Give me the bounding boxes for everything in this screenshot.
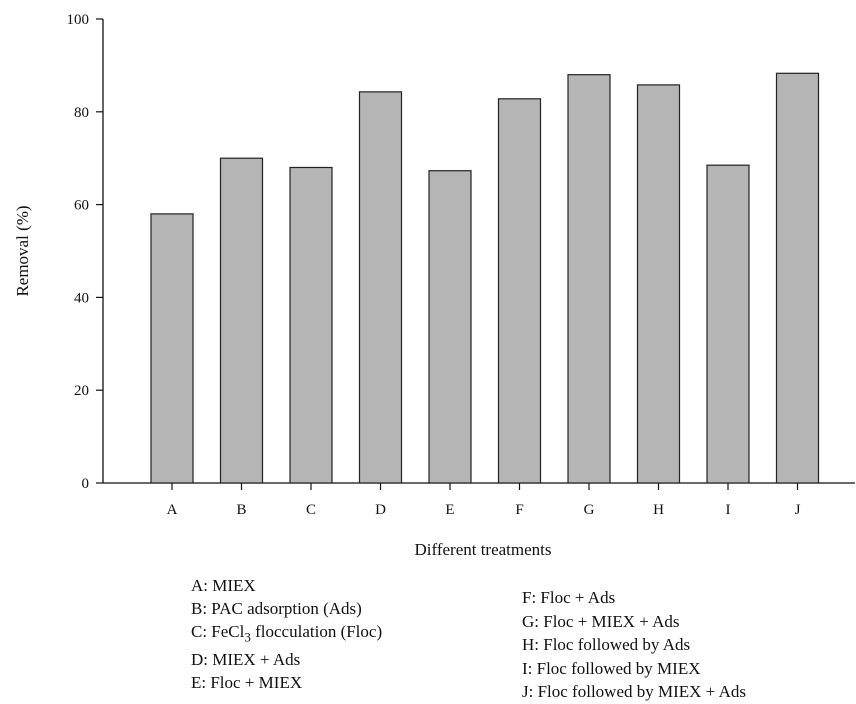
- bar-c: [289, 166, 333, 484]
- legend-item-b: B: PAC adsorption (Ads): [191, 599, 362, 618]
- x-tick-label-e: E: [445, 502, 454, 518]
- y-axis-title: Removal (%): [13, 205, 32, 296]
- legend-item-c-post: flocculation (Floc): [250, 622, 383, 641]
- legend-item-e: E: Floc + MIEX: [191, 673, 303, 693]
- legend-item-g: G: Floc + MIEX + Ads: [522, 611, 680, 631]
- legend-left-column: A: MIEX B: PAC adsorption (Ads) C: FeCl3…: [191, 574, 382, 694]
- x-tick-label-d: D: [375, 502, 386, 518]
- bar-f: [497, 98, 542, 484]
- legend-item-i: I: Floc followed by MIEX: [522, 658, 701, 678]
- y-tick-label: 0: [82, 476, 90, 492]
- x-tick-label-j: J: [795, 502, 801, 518]
- x-tick-label-a: A: [167, 502, 178, 518]
- x-tick-label-h: H: [653, 502, 664, 518]
- x-axis-title: Different treatments: [414, 540, 551, 559]
- legend-item-c-sub: 3: [244, 629, 251, 645]
- bar-a: [150, 213, 194, 484]
- x-tick-label-f: F: [515, 502, 523, 518]
- bar-d: [358, 91, 403, 484]
- legend-item-h: H: Floc followed by Ads: [522, 635, 691, 654]
- legend-item-f: F: Floc + Ads: [522, 588, 616, 607]
- bar-h: [636, 84, 681, 484]
- y-tick-label: 20: [74, 383, 89, 399]
- bar-i: [706, 164, 750, 484]
- legend-item-c: C: FeCl3 flocculation (Floc): [191, 620, 382, 648]
- legend-right-column: F: Floc + Ads G: Floc + MIEX + Ads H: Fl…: [522, 586, 746, 704]
- x-tick-label-g: G: [584, 502, 595, 518]
- bar-b: [219, 157, 264, 484]
- bar-series: [150, 72, 820, 484]
- bar-e: [428, 170, 472, 484]
- legend-item-j: J: Floc followed by MIEX + Ads: [522, 682, 746, 701]
- x-tick-label-b: B: [236, 502, 246, 518]
- y-tick-label: 60: [74, 198, 89, 214]
- x-tick-labels: A B C D E F G H I J: [167, 502, 801, 518]
- x-tick-label-c: C: [306, 502, 316, 518]
- y-tick-labels: 0 20 40 60 80 100: [67, 12, 90, 492]
- bar-j: [775, 72, 820, 484]
- legend-item-d: D: MIEX + Ads: [191, 650, 301, 670]
- bar-g: [567, 74, 611, 484]
- x-tick-label-i: I: [726, 502, 731, 518]
- y-tick-label: 40: [74, 290, 89, 306]
- legend-item-a: A: MIEX: [191, 576, 256, 595]
- y-tick-label: 80: [74, 105, 89, 121]
- legend-item-c-pre: C: FeCl: [191, 622, 245, 641]
- y-tick-label: 100: [67, 12, 90, 28]
